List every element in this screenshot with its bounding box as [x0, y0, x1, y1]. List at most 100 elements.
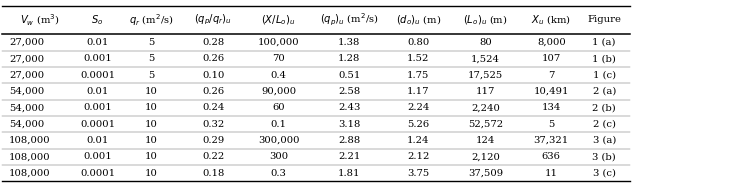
Text: 0.32: 0.32: [203, 120, 224, 129]
Text: $V_w\ \mathregular{(m}^3\mathregular{)}$: $V_w\ \mathregular{(m}^3\mathregular{)}$: [20, 12, 60, 28]
Text: 0.0001: 0.0001: [80, 120, 115, 129]
Text: 0.26: 0.26: [203, 87, 224, 96]
Text: 2.24: 2.24: [407, 103, 430, 112]
Text: 0.1: 0.1: [270, 120, 287, 129]
Text: 54,000: 54,000: [9, 87, 44, 96]
Text: 0.26: 0.26: [203, 54, 224, 63]
Text: 0.10: 0.10: [202, 71, 225, 80]
Text: 37,509: 37,509: [468, 169, 503, 178]
Text: 3.75: 3.75: [408, 169, 429, 178]
Text: 17,525: 17,525: [468, 71, 503, 80]
Text: 1.28: 1.28: [338, 54, 361, 63]
Text: 1.38: 1.38: [338, 38, 361, 47]
Text: 1 (c): 1 (c): [592, 71, 616, 80]
Text: 300,000: 300,000: [258, 136, 299, 145]
Text: 10: 10: [145, 87, 158, 96]
Text: $q_r\ \mathregular{(m}^2\mathregular{/s)}$: $q_r\ \mathregular{(m}^2\mathregular{/s)…: [129, 12, 174, 28]
Text: 0.22: 0.22: [203, 152, 224, 161]
Text: 0.0001: 0.0001: [80, 71, 115, 80]
Text: 8,000: 8,000: [537, 38, 565, 47]
Text: 1 (b): 1 (b): [592, 54, 616, 63]
Text: $(L_o)_u\ \mathregular{(m)}$: $(L_o)_u\ \mathregular{(m)}$: [463, 13, 507, 27]
Text: 7: 7: [548, 71, 554, 80]
Text: 0.001: 0.001: [83, 54, 112, 63]
Text: 2.58: 2.58: [338, 87, 361, 96]
Text: 10: 10: [145, 169, 158, 178]
Text: 107: 107: [542, 54, 561, 63]
Text: 5: 5: [148, 38, 154, 47]
Text: 27,000: 27,000: [9, 38, 44, 47]
Text: 1 (a): 1 (a): [592, 38, 616, 47]
Text: 60: 60: [273, 103, 285, 112]
Text: 5.26: 5.26: [408, 120, 429, 129]
Text: 10: 10: [145, 152, 158, 161]
Text: 100,000: 100,000: [258, 38, 299, 47]
Text: $(d_o)_u\ \mathregular{(m)}$: $(d_o)_u\ \mathregular{(m)}$: [396, 13, 441, 27]
Text: 134: 134: [542, 103, 561, 112]
Text: 0.001: 0.001: [83, 152, 112, 161]
Text: 37,321: 37,321: [533, 136, 569, 145]
Text: 1.24: 1.24: [407, 136, 430, 145]
Text: 0.51: 0.51: [338, 71, 361, 80]
Text: 3.18: 3.18: [338, 120, 361, 129]
Text: 0.001: 0.001: [83, 103, 112, 112]
Text: 0.0001: 0.0001: [80, 169, 115, 178]
Text: 108,000: 108,000: [9, 136, 51, 145]
Text: 117: 117: [475, 87, 495, 96]
Text: 27,000: 27,000: [9, 54, 44, 63]
Text: 2.88: 2.88: [338, 136, 361, 145]
Text: 10: 10: [145, 136, 158, 145]
Text: 2 (c): 2 (c): [593, 120, 615, 129]
Text: 0.80: 0.80: [408, 38, 429, 47]
Text: 54,000: 54,000: [9, 120, 44, 129]
Text: 2,240: 2,240: [471, 103, 500, 112]
Text: 2.43: 2.43: [338, 103, 361, 112]
Text: 0.3: 0.3: [270, 169, 287, 178]
Text: 1.52: 1.52: [407, 54, 430, 63]
Text: 1.81: 1.81: [338, 169, 361, 178]
Text: 0.01: 0.01: [86, 38, 109, 47]
Text: 0.29: 0.29: [203, 136, 224, 145]
Text: 0.18: 0.18: [202, 169, 225, 178]
Text: 0.01: 0.01: [86, 136, 109, 145]
Text: $(q_p/q_r)_u$: $(q_p/q_r)_u$: [194, 13, 232, 27]
Text: 1.17: 1.17: [407, 87, 430, 96]
Text: 636: 636: [542, 152, 561, 161]
Text: 0.4: 0.4: [270, 71, 287, 80]
Text: 3 (a): 3 (a): [592, 136, 616, 145]
Text: 108,000: 108,000: [9, 169, 51, 178]
Text: 2.21: 2.21: [338, 152, 361, 161]
Text: $(q_p)_u\ \mathregular{(m}^2\mathregular{/s)}$: $(q_p)_u\ \mathregular{(m}^2\mathregular…: [320, 12, 379, 28]
Text: 3 (c): 3 (c): [593, 169, 615, 178]
Text: 11: 11: [545, 169, 558, 178]
Text: $(X/L_o)_u$: $(X/L_o)_u$: [261, 13, 296, 27]
Text: 5: 5: [148, 71, 154, 80]
Text: 52,572: 52,572: [468, 120, 503, 129]
Text: 2 (b): 2 (b): [592, 103, 616, 112]
Text: 54,000: 54,000: [9, 103, 44, 112]
Text: 27,000: 27,000: [9, 71, 44, 80]
Text: 5: 5: [148, 54, 154, 63]
Text: $S_o$: $S_o$: [92, 13, 104, 27]
Text: 0.01: 0.01: [86, 87, 109, 96]
Text: 2,120: 2,120: [471, 152, 500, 161]
Text: 0.24: 0.24: [202, 103, 225, 112]
Text: 124: 124: [475, 136, 495, 145]
Text: 2 (a): 2 (a): [592, 87, 616, 96]
Text: 90,000: 90,000: [261, 87, 297, 96]
Text: 80: 80: [479, 38, 492, 47]
Text: 3 (b): 3 (b): [592, 152, 616, 161]
Text: 10,491: 10,491: [533, 87, 569, 96]
Text: 1,524: 1,524: [471, 54, 500, 63]
Text: 300: 300: [269, 152, 288, 161]
Text: Figure: Figure: [587, 15, 621, 24]
Text: 1.75: 1.75: [407, 71, 430, 80]
Text: 0.28: 0.28: [203, 38, 224, 47]
Text: 108,000: 108,000: [9, 152, 51, 161]
Text: 10: 10: [145, 103, 158, 112]
Text: 2.12: 2.12: [407, 152, 430, 161]
Text: 10: 10: [145, 120, 158, 129]
Text: $X_u\ \mathregular{(km)}$: $X_u\ \mathregular{(km)}$: [531, 13, 571, 27]
Text: 70: 70: [272, 54, 285, 63]
Text: 5: 5: [548, 120, 554, 129]
